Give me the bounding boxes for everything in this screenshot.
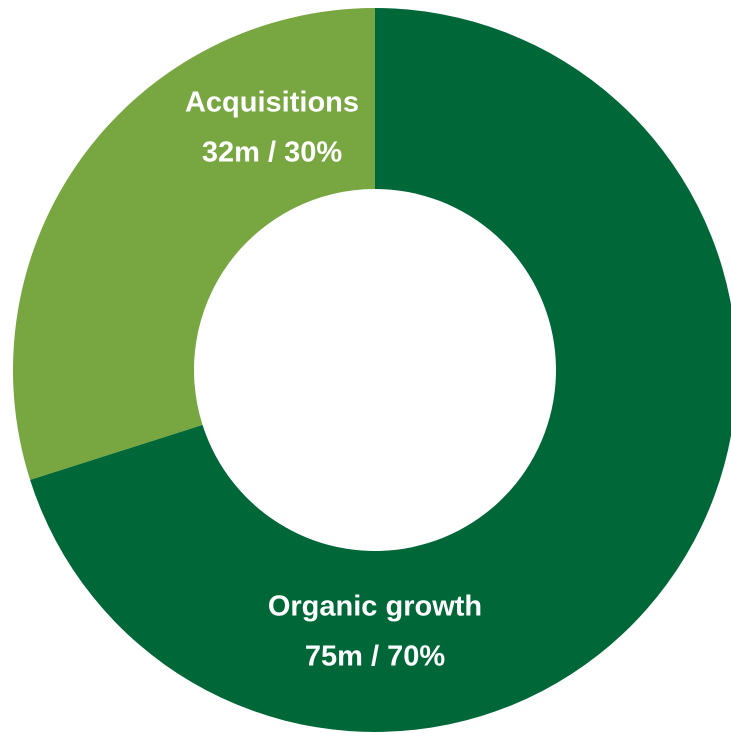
slice-value-label: 75m / 70% [305, 641, 445, 673]
slice-label: Organic growth [268, 591, 482, 623]
slice-value-label: 32m / 30% [202, 137, 342, 169]
donut-slice [12, 8, 375, 480]
donut-slice [30, 8, 731, 732]
slice-label: Acquisitions [185, 87, 359, 119]
